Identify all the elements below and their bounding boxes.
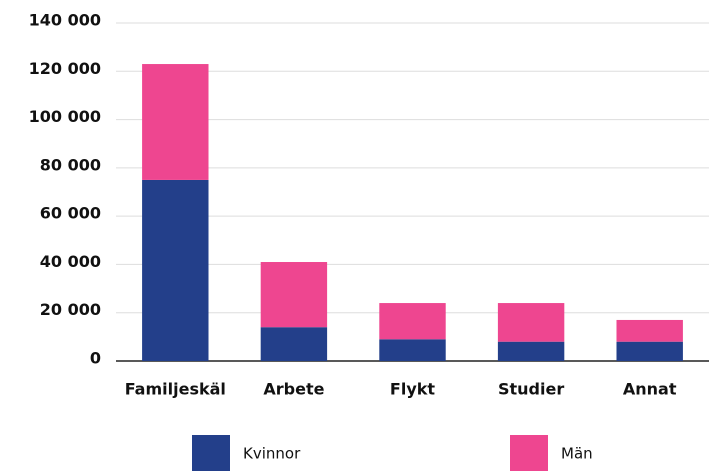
y-tick-label: 20 000 [40,300,101,319]
y-tick-label: 40 000 [40,252,101,271]
legend-label: Kvinnor [243,445,301,463]
legend-swatch [510,435,548,471]
y-tick-label: 120 000 [29,59,101,78]
bar-segment [142,179,209,361]
x-tick-label: Annat [623,380,677,399]
y-tick-label: 60 000 [40,204,101,223]
x-tick-label: Studier [498,380,564,399]
bar-segment [142,64,209,180]
x-tick-label: Arbete [263,380,324,399]
y-tick-label: 80 000 [40,155,101,174]
bar-segment [497,341,565,361]
y-tick-label: 0 [90,349,101,368]
bar-segment [616,341,683,361]
legend-swatch [192,435,230,471]
bar-segment [260,262,328,328]
bar-segment [379,339,446,361]
legend-label: Män [561,445,593,463]
y-tick-label: 140 000 [29,11,101,30]
bar-segment [379,303,446,340]
x-tick-label: Familjeskäl [125,380,226,399]
bar-segment [260,327,328,361]
bar-segment [616,319,683,342]
bar-segment [497,303,565,342]
x-tick-label: Flykt [390,380,435,399]
y-tick-label: 100 000 [29,107,101,126]
